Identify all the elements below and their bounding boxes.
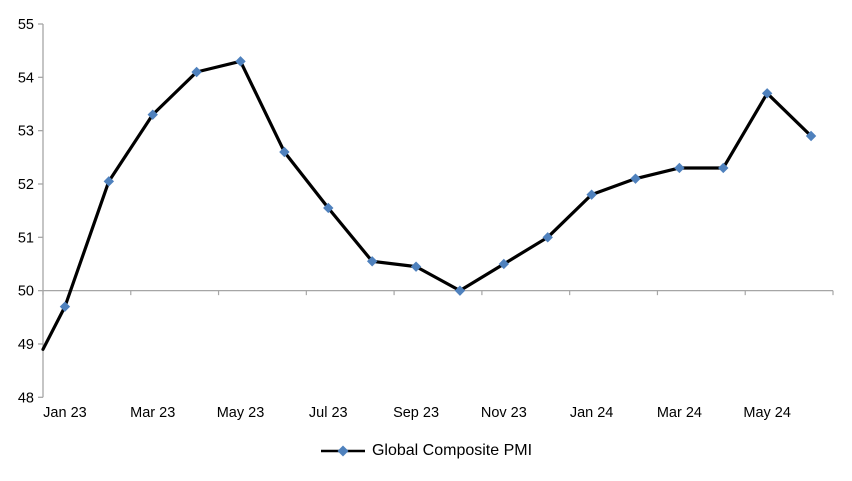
x-axis-label: Jan 23 bbox=[43, 405, 87, 421]
data-point-marker bbox=[454, 285, 466, 296]
y-axis-label: 53 bbox=[18, 124, 34, 140]
y-axis-label: 52 bbox=[18, 177, 34, 193]
data-point-marker bbox=[586, 189, 597, 200]
data-point-marker bbox=[366, 256, 378, 267]
y-axis-label: 48 bbox=[18, 390, 34, 406]
y-axis-label: 51 bbox=[18, 230, 34, 246]
y-axis-label: 54 bbox=[18, 70, 34, 86]
legend-label: Global Composite PMI bbox=[371, 442, 533, 459]
data-point-marker bbox=[542, 232, 553, 243]
data-point-marker bbox=[191, 66, 202, 78]
series-line bbox=[41, 59, 813, 351]
x-axis-label: May 24 bbox=[743, 405, 791, 421]
data-point-marker bbox=[410, 261, 422, 272]
y-axis-label: 55 bbox=[18, 17, 34, 33]
data-point-marker bbox=[630, 173, 641, 184]
data-point-marker bbox=[498, 258, 510, 270]
y-axis-label: 50 bbox=[18, 284, 34, 300]
legend-marker-icon bbox=[320, 445, 365, 457]
data-point-marker bbox=[323, 202, 334, 214]
legend: Global Composite PMI bbox=[0, 441, 852, 461]
data-point-marker bbox=[674, 162, 685, 174]
x-axis-label: May 23 bbox=[217, 405, 265, 421]
data-point-marker bbox=[59, 301, 71, 312]
x-axis-label: Mar 24 bbox=[657, 405, 702, 421]
data-point-marker bbox=[761, 88, 773, 99]
data-point-marker bbox=[805, 130, 817, 142]
data-point-marker bbox=[718, 162, 729, 174]
data-point-marker bbox=[235, 56, 246, 67]
x-axis-label: Nov 23 bbox=[481, 405, 527, 421]
x-axis-label: Jan 24 bbox=[570, 405, 614, 421]
data-point-marker bbox=[279, 146, 290, 158]
y-axis-label: 49 bbox=[18, 337, 34, 353]
x-axis-label: Jul 23 bbox=[309, 405, 348, 421]
data-point-marker bbox=[103, 176, 115, 187]
x-axis-label: Sep 23 bbox=[393, 405, 439, 421]
x-axis-label: Mar 23 bbox=[130, 405, 175, 421]
data-point-marker bbox=[147, 109, 158, 120]
